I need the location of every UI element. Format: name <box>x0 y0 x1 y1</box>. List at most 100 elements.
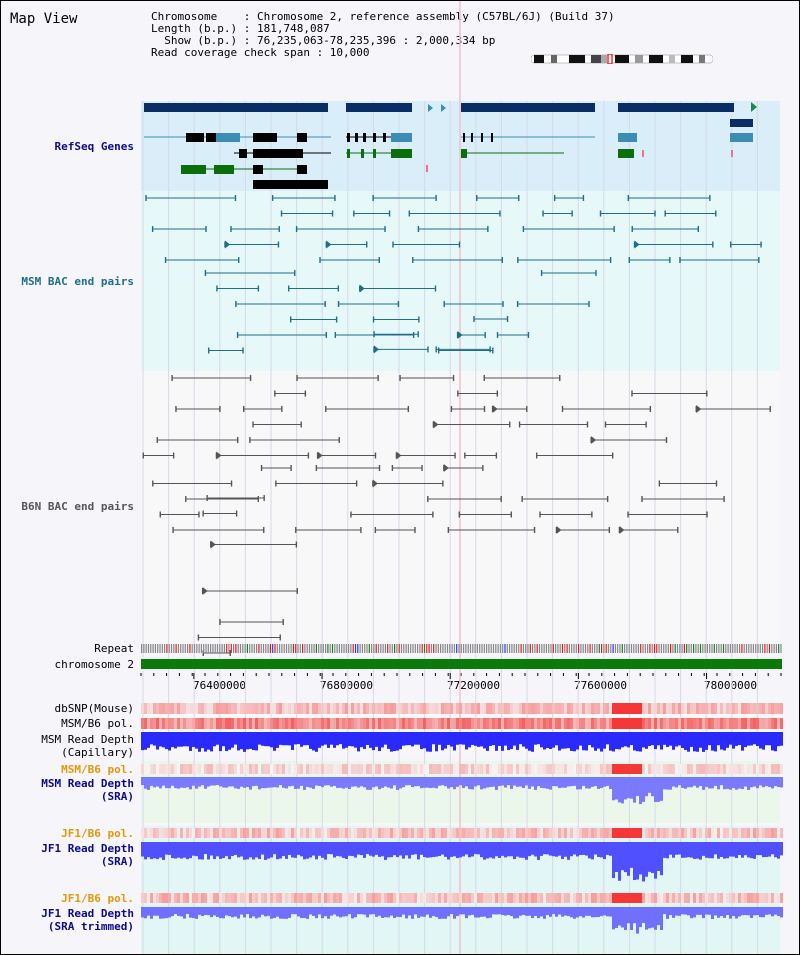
read-depth-bar <box>156 907 159 916</box>
read-depth-bar <box>477 907 480 918</box>
read-depth-bar <box>381 907 384 918</box>
polymorphism-cell <box>558 703 561 714</box>
read-depth-bar <box>489 732 492 746</box>
polymorphism-cell <box>651 703 654 714</box>
read-depth-bar <box>174 842 177 859</box>
polymorphism-cell <box>150 718 153 729</box>
read-depth-bar <box>261 842 264 855</box>
read-depth-bar <box>660 732 663 750</box>
bac-end-arrow <box>216 451 222 460</box>
read-depth-bar <box>408 732 411 746</box>
read-depth-bar <box>759 732 762 749</box>
read-depth-bar <box>318 907 321 915</box>
repeat-mark <box>768 644 771 653</box>
polymorphism-cell <box>510 718 513 729</box>
track-label-b6n-bac[interactable]: B6N BAC end pairs <box>21 500 134 513</box>
read-depth-bar <box>222 732 225 747</box>
read-depth-bar <box>594 732 597 751</box>
read-depth-bar <box>690 907 693 919</box>
chromosome-ideogram[interactable] <box>531 54 713 64</box>
read-depth-bar <box>768 907 771 915</box>
read-depth-bar <box>732 842 735 857</box>
track-label-refseq[interactable]: RefSeq Genes <box>54 140 134 153</box>
polymorphism-cell <box>348 764 351 774</box>
repeat-mark <box>605 644 607 653</box>
read-depth-bar <box>552 777 555 787</box>
polymorphism-cell <box>612 703 615 714</box>
polymorphism-cell <box>663 828 666 838</box>
axis-tick-label: 78000000 <box>704 679 757 692</box>
repeat-mark <box>499 644 501 653</box>
read-depth-bar <box>774 732 777 752</box>
read-depth-bar <box>360 732 363 748</box>
read-depth-bar <box>279 907 282 919</box>
polymorphism-cell <box>648 703 651 714</box>
polymorphism-cell <box>768 764 771 774</box>
read-depth-bar <box>297 732 300 745</box>
read-depth-bar <box>333 842 336 858</box>
read-depth-bar <box>390 842 393 858</box>
read-depth-bar <box>324 907 327 917</box>
polymorphism-cell <box>717 893 720 903</box>
read-depth-bar <box>180 777 183 788</box>
polymorphism-cell <box>354 828 357 838</box>
repeat-mark <box>292 644 294 653</box>
read-depth-bar <box>462 732 465 745</box>
repeat-mark <box>571 644 573 653</box>
polymorphism-cell <box>549 828 552 838</box>
polymorphism-cell <box>327 703 330 714</box>
repeat-mark <box>591 644 593 653</box>
read-depth-bar <box>282 777 285 788</box>
polymorphism-cell <box>624 718 627 729</box>
read-depth-bar <box>600 907 603 917</box>
polymorphism-cell <box>456 764 459 774</box>
read-depth-bar <box>183 842 186 858</box>
read-depth-bar <box>546 732 549 749</box>
repeat-mark <box>580 644 582 653</box>
read-depth-bar <box>411 907 414 919</box>
read-depth-bar <box>780 842 783 856</box>
read-depth-bar <box>438 777 441 786</box>
read-depth-bar <box>669 907 672 916</box>
repeat-mark <box>334 644 336 653</box>
polymorphism-cell <box>459 718 462 729</box>
polymorphism-cell <box>666 893 669 903</box>
polymorphism-cell <box>501 703 504 714</box>
read-depth-bar <box>513 907 516 919</box>
polymorphism-cell <box>459 893 462 903</box>
polymorphism-cell <box>240 828 243 838</box>
gene-exon <box>618 149 634 158</box>
track-label-msm-bac[interactable]: MSM BAC end pairs <box>21 275 134 288</box>
polymorphism-cell <box>333 703 336 714</box>
gene-exon <box>373 133 376 142</box>
polymorphism-cell <box>585 764 588 774</box>
read-depth-bar <box>732 777 735 789</box>
repeat-mark <box>550 644 552 653</box>
repeat-mark <box>375 644 377 653</box>
read-depth-bar <box>306 777 309 787</box>
bac-end-arrow <box>619 526 625 534</box>
polymorphism-cell <box>498 718 501 729</box>
repeat-mark <box>771 644 773 653</box>
read-depth-bar <box>615 732 618 750</box>
polymorphism-cell <box>750 764 753 774</box>
polymorphism-cell <box>363 764 366 774</box>
repeat-mark <box>371 644 373 653</box>
polymorphism-cell <box>678 828 681 838</box>
read-depth-bar <box>759 777 762 786</box>
polymorphism-cell <box>684 893 687 903</box>
read-depth-bar <box>285 732 288 746</box>
polymorphism-cell <box>729 718 732 729</box>
polymorphism-cell <box>609 764 612 774</box>
polymorphism-cell <box>744 828 747 838</box>
read-depth-bar <box>765 732 768 746</box>
read-depth-bar <box>522 732 525 747</box>
read-depth-bar <box>501 732 504 751</box>
read-depth-bar <box>468 842 471 858</box>
read-depth-bar <box>630 732 633 746</box>
read-depth-bar <box>534 732 537 745</box>
polymorphism-cell <box>474 893 477 903</box>
read-depth-bar <box>729 907 732 919</box>
polymorphism-cell <box>684 764 687 774</box>
